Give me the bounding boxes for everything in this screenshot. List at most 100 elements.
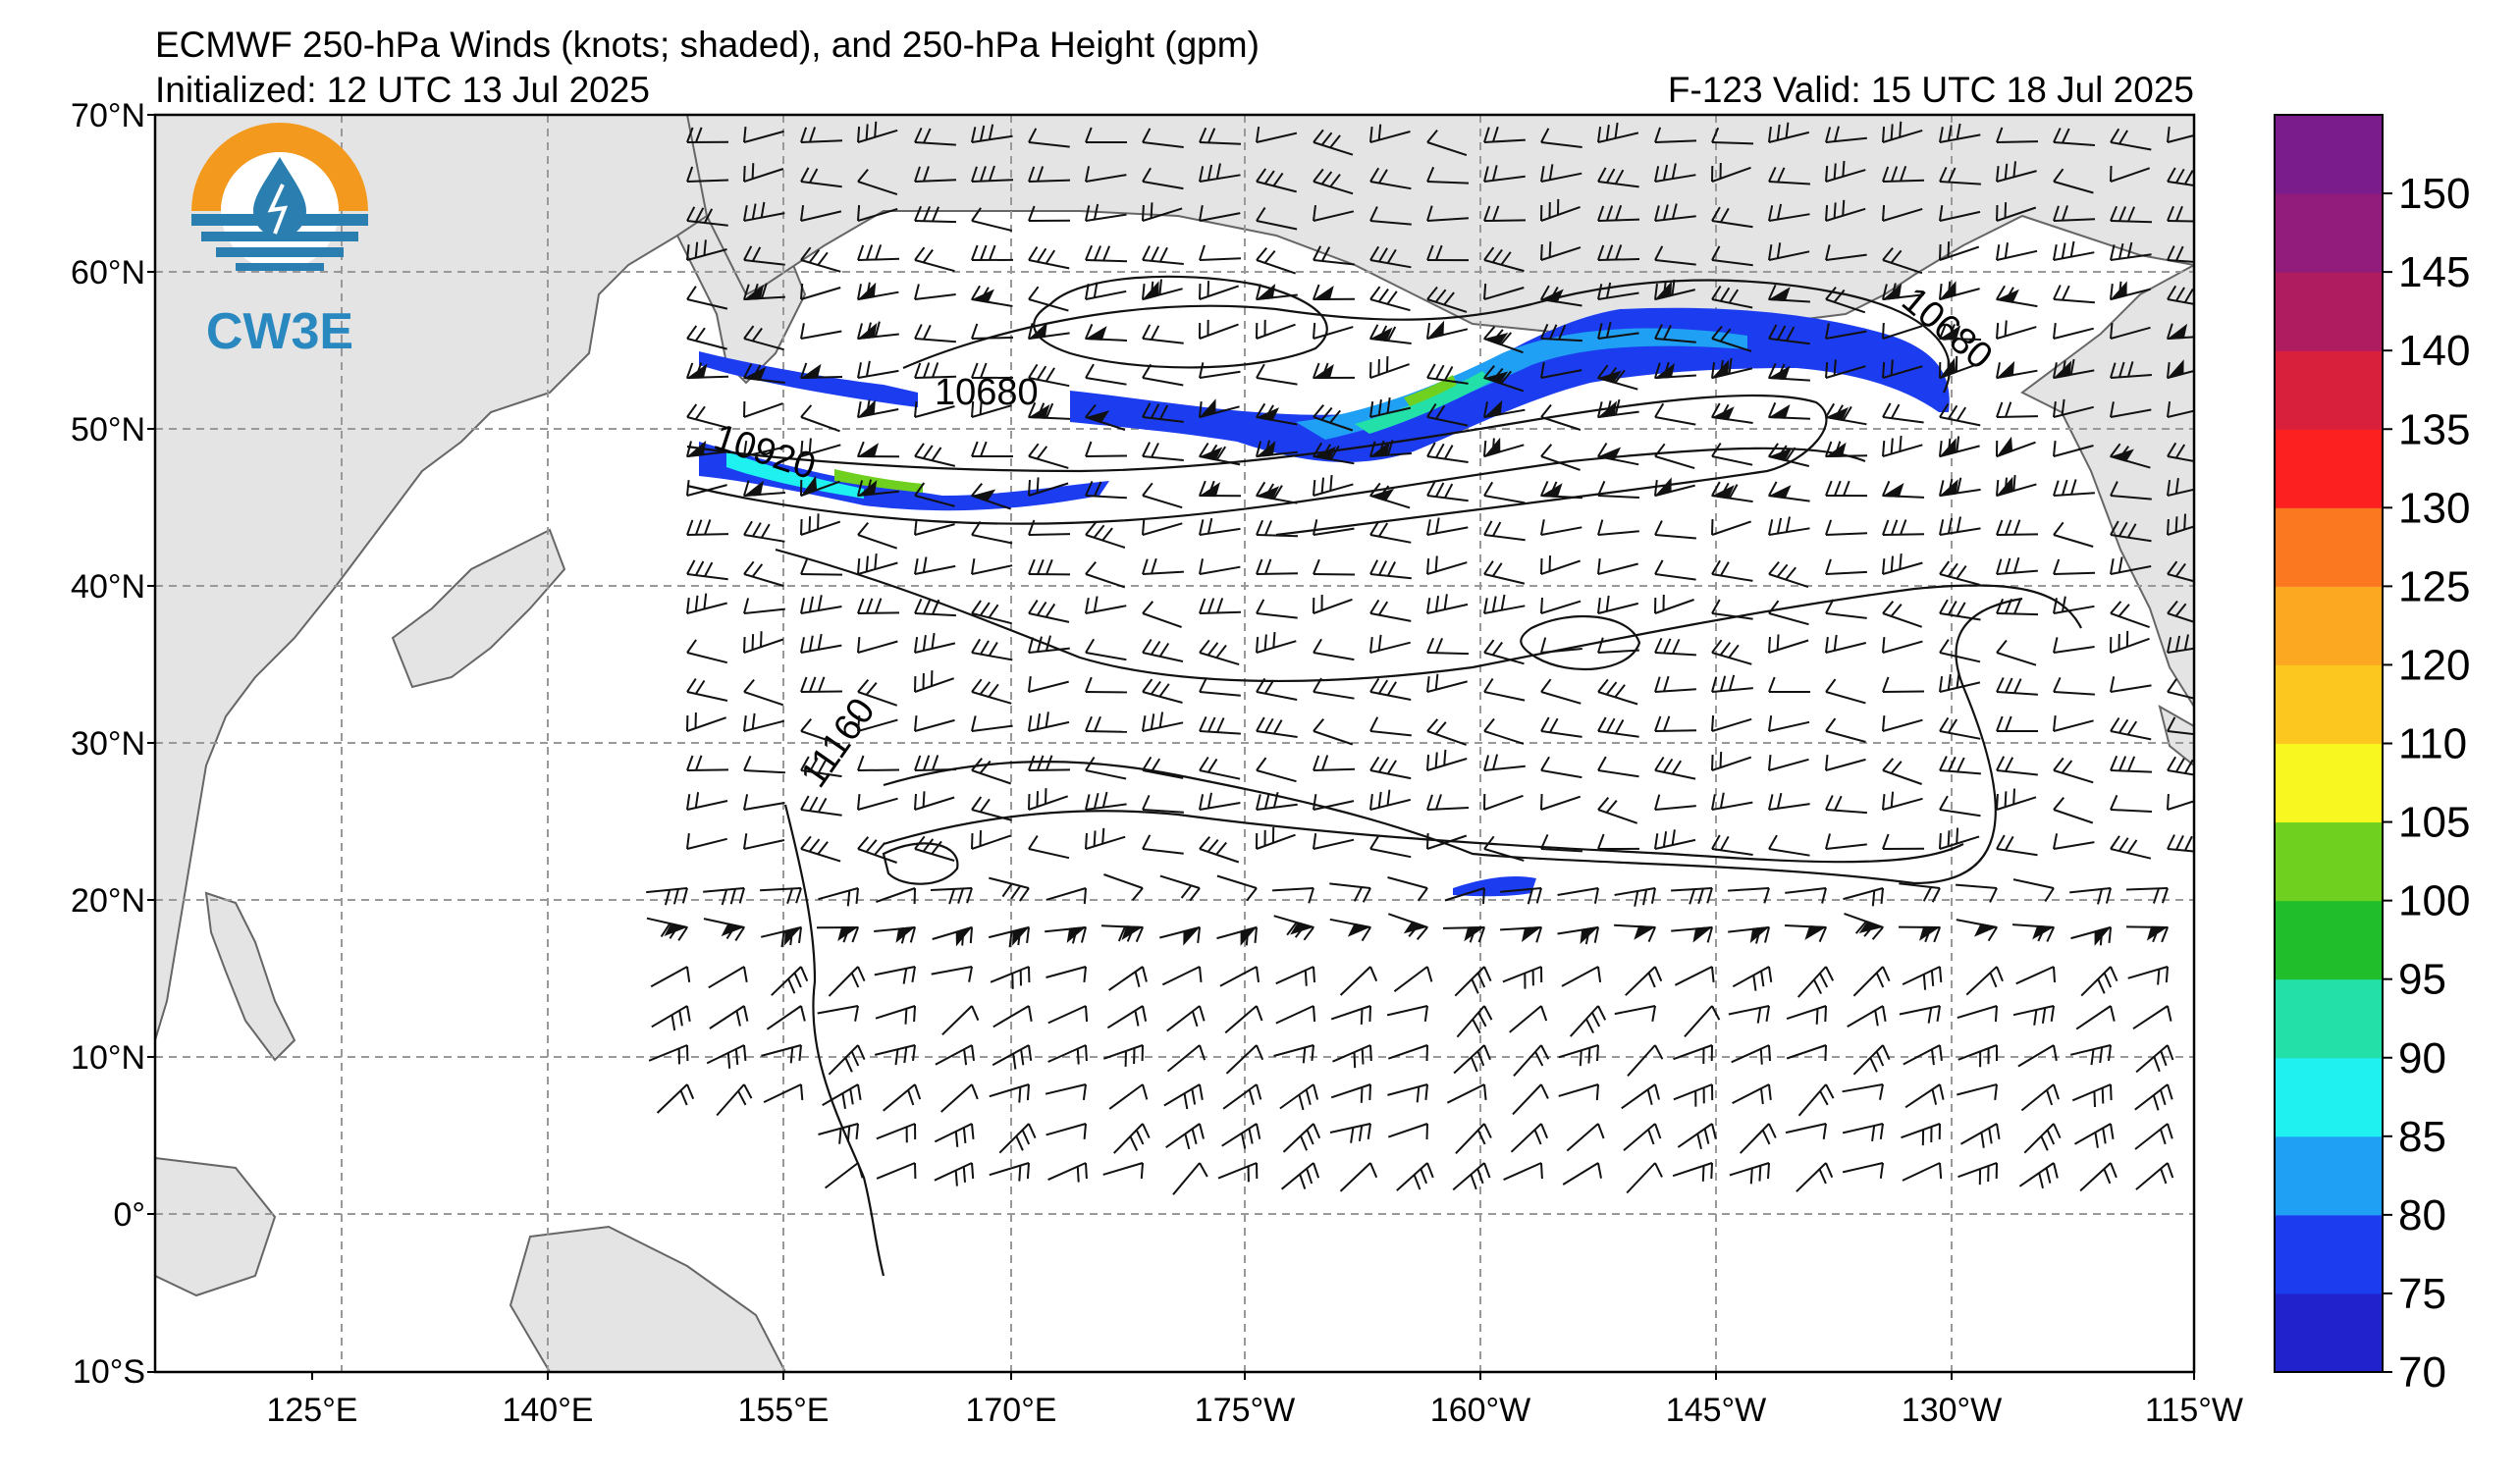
wind-barb-flag [1369, 1006, 1370, 1022]
colorbar-tick-label: 140 [2398, 327, 2470, 375]
wind-barb-flag [2094, 1091, 2095, 1107]
wind-barb-flag [2184, 514, 2185, 530]
wind-barb-flag [1200, 284, 1201, 299]
wind-barb-flag [1436, 753, 1437, 768]
wind-barb-flag [1825, 1006, 1826, 1022]
wind-barb-flag [1086, 833, 1087, 849]
wind-barb-flag [867, 556, 868, 572]
wind-barb-flag [1078, 1049, 1079, 1065]
wind-barb-flag [1444, 750, 1445, 765]
lon-label: 155°E [737, 1392, 829, 1429]
wind-barb [687, 534, 728, 535]
wind-barb-flag [1940, 244, 1941, 260]
wind-barb-flag [1997, 480, 1998, 496]
wind-barb [2168, 221, 2209, 222]
wind-barb-flag [1257, 637, 1258, 653]
lat-label: 10°N [71, 1039, 145, 1077]
wind-barb-flag [1892, 124, 1893, 139]
wind-barb-flag [1483, 888, 1484, 904]
wind-barb [915, 769, 956, 770]
wind-barb-flag [2013, 789, 2014, 805]
wind-barb-flag [1883, 715, 1884, 731]
lon-label: 140°E [502, 1392, 593, 1429]
wind-barb-flag [801, 441, 802, 456]
chart-title: ECMWF 250-hPa Winds (knots; shaded), and… [155, 25, 1260, 65]
wind-barb-flag [1427, 833, 1428, 849]
wind-barb-flag [1095, 830, 1096, 846]
wind-barb-flag [924, 791, 925, 807]
colorbar-swatch [2275, 1215, 2383, 1294]
wind-barb [801, 692, 842, 693]
wind-barb-flag [1883, 205, 1884, 221]
wind-barb [1086, 731, 1127, 732]
wind-barb [858, 770, 899, 771]
colorbar-swatch [2275, 272, 2383, 351]
wind-barb-flag [981, 399, 982, 415]
wind-barb-flag [1370, 1045, 1371, 1061]
wind-barb [1029, 769, 1070, 770]
wind-barb [801, 574, 842, 575]
wind-barb-flag [981, 830, 982, 846]
wind-barb-flag [1078, 1167, 1079, 1183]
wind-barb [1598, 259, 1639, 260]
wind-barb-flag [2158, 970, 2159, 985]
lon-label: 175°W [1195, 1392, 1295, 1429]
wind-barb-flag [1843, 161, 1844, 177]
wind-barb [1029, 534, 1070, 535]
wind-barb [1484, 220, 1526, 221]
wind-barb-flag [1712, 519, 1713, 535]
wind-barb-flag [1883, 323, 1884, 339]
colorbar-tick-label: 150 [2398, 170, 2470, 218]
wind-barb [1883, 534, 1924, 535]
wind-barb-flag [2006, 791, 2007, 807]
wind-barb-flag [744, 1045, 745, 1061]
wind-barb-flag [1703, 1166, 1704, 1182]
wind-barb-flag [1541, 244, 1542, 260]
wind-barb-flag [1883, 441, 1884, 456]
lon-label: 115°W [2145, 1392, 2243, 1429]
wind-barb [915, 377, 956, 378]
wind-barb-flag [972, 401, 973, 417]
wind-barb-flag [1550, 241, 1551, 257]
lon-label: 160°W [1430, 1392, 1530, 1429]
wind-barb [1200, 612, 1241, 613]
wind-barb-flag [1900, 122, 1901, 137]
wind-barb-flag [1436, 556, 1437, 572]
wind-barb-flag [2111, 1084, 2112, 1100]
wind-barb-flag [875, 554, 876, 569]
wind-barb-flag [1940, 833, 1941, 849]
colorbar-swatch [2275, 429, 2383, 508]
wind-barb [1427, 653, 1469, 654]
wind-barb-flag [971, 927, 972, 943]
wind-barb-flag [1541, 598, 1542, 613]
wind-barb-flag [2054, 967, 2055, 982]
wind-barb-flag [1541, 794, 1542, 810]
wind-barb-flag [1102, 828, 1103, 844]
wind-barb-flag [2168, 794, 2169, 810]
wind-barb-flag [1997, 794, 1998, 810]
wind-barb-flag [914, 1006, 915, 1022]
wind-barb-flag [1835, 360, 1836, 376]
colorbar: 7075808590951001051101201251301351401451… [2275, 115, 2470, 1397]
wind-barb-flag [1843, 200, 1844, 216]
wind-barb-flag [736, 1049, 737, 1065]
wind-barb [1655, 730, 1696, 731]
wind-barb-flag [858, 205, 859, 221]
wind-barb-flag [1900, 554, 1901, 569]
wind-barb-flag [1932, 971, 1933, 986]
wind-barb-flag [1996, 1006, 1997, 1022]
lon-label: 130°W [1902, 1392, 2002, 1429]
wind-barb-flag [1019, 1166, 1020, 1182]
colorbar-swatch [2275, 1136, 2383, 1216]
wind-barb-flag [1769, 1045, 1770, 1061]
wind-barb-flag [1883, 362, 1884, 378]
lat-label: 20°N [71, 882, 145, 920]
wind-barb [1086, 456, 1127, 457]
wind-barb-flag [906, 1009, 907, 1025]
wind-barb-flag [1085, 888, 1086, 904]
wind-barb-flag [1484, 441, 1485, 456]
lat-label: 30°N [71, 725, 145, 763]
wind-barb [1997, 613, 2038, 614]
colorbar-swatch [2275, 901, 2383, 980]
wind-barb-flag [1883, 637, 1884, 653]
